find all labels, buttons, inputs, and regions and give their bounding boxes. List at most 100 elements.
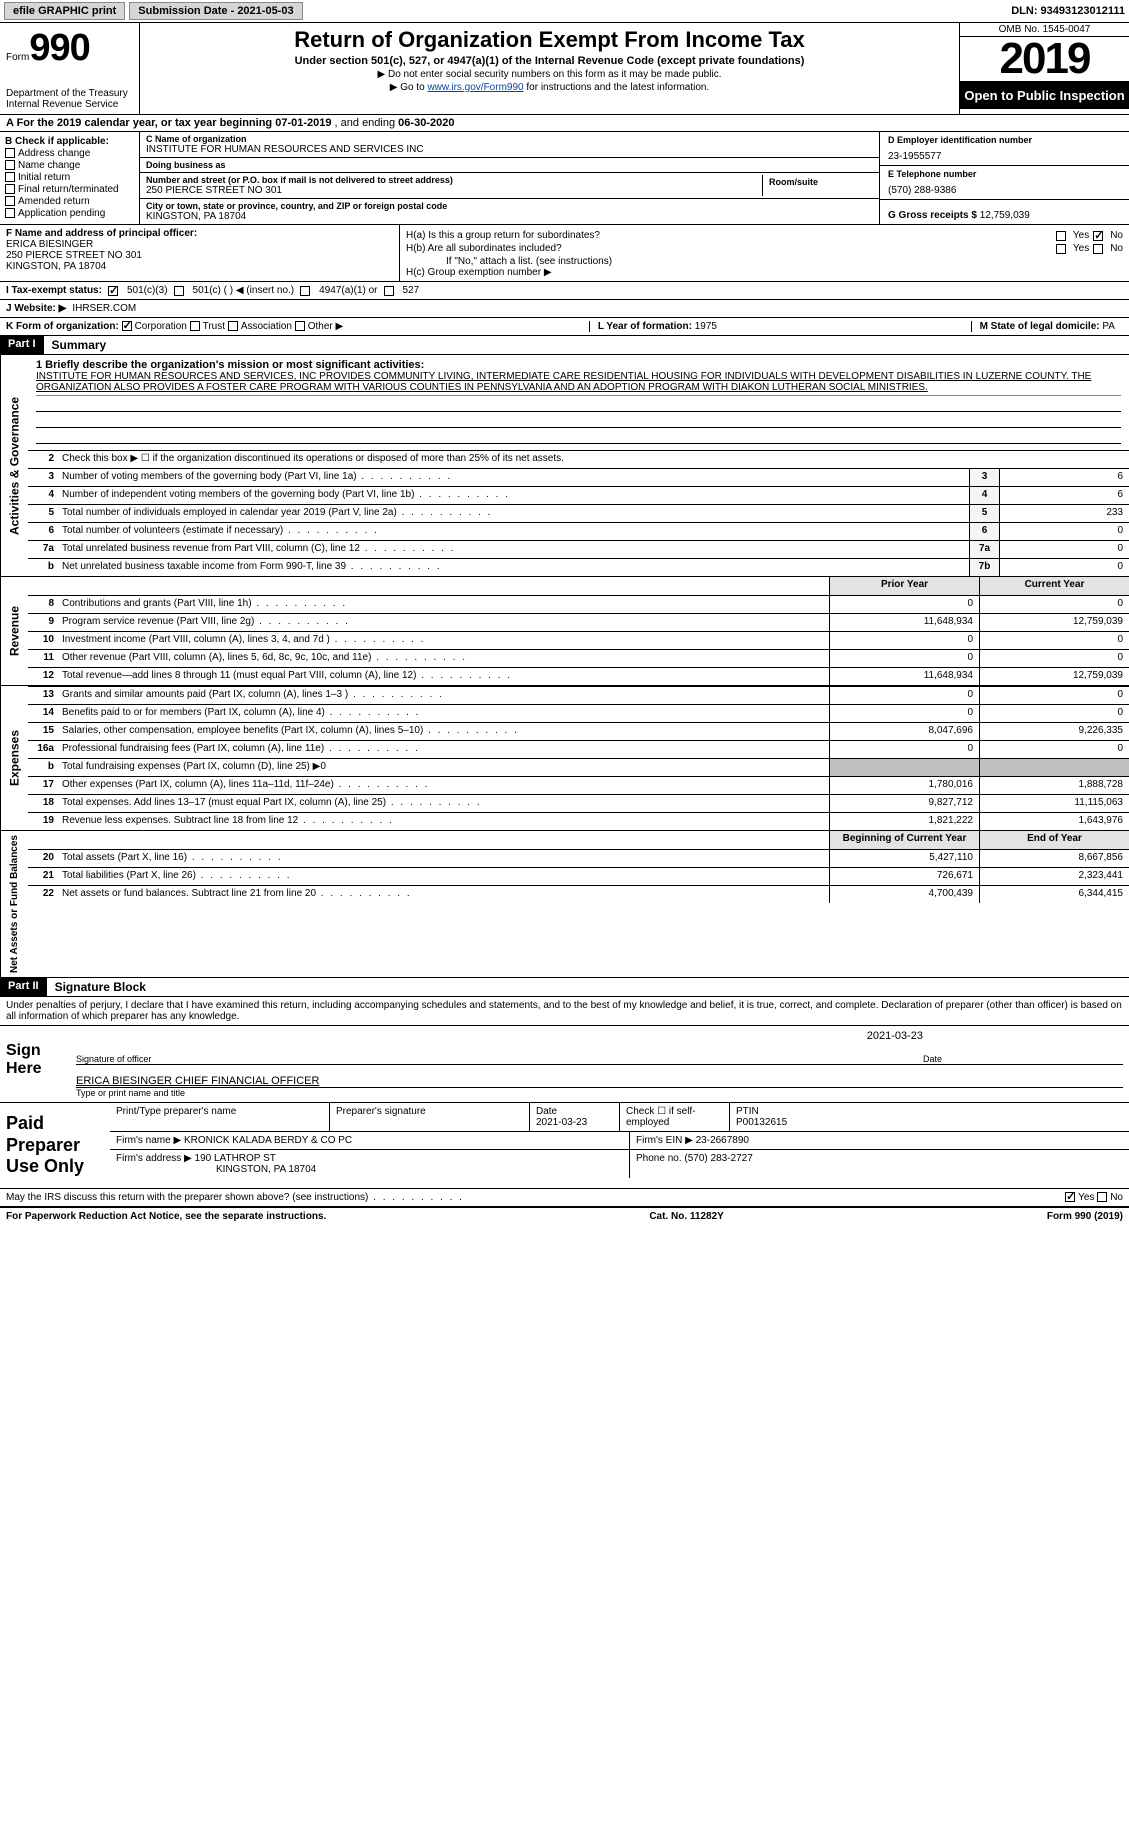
form-label: Form [6,52,29,63]
year-formation: 1975 [695,321,717,332]
prep-date: 2021-03-23 [536,1117,587,1128]
hdr-end: End of Year [979,831,1129,849]
chk-pending[interactable] [5,208,15,218]
chk-501c[interactable] [174,286,184,296]
chk-initial[interactable] [5,172,15,182]
tab-netassets: Net Assets or Fund Balances [0,831,28,977]
discuss-yes[interactable] [1065,1192,1075,1202]
gov-line: 7aTotal unrelated business revenue from … [28,540,1129,558]
chk-trust[interactable] [190,321,200,331]
data-line: 12Total revenue—add lines 8 through 11 (… [28,667,1129,685]
revenue-section: Revenue Prior Year Current Year 8Contrib… [0,577,1129,686]
addr-value: 250 PIERCE STREET NO 301 [146,185,762,196]
ha-no[interactable] [1093,231,1103,241]
domicile: PA [1102,321,1115,332]
discuss-text: May the IRS discuss this return with the… [6,1192,1065,1203]
discuss-no[interactable] [1097,1192,1107,1202]
part2-header: Part II Signature Block [0,978,1129,997]
blank-line [36,414,1121,428]
goto-suffix: for instructions and the latest informat… [524,82,710,93]
officer-label: F Name and address of principal officer: [6,228,197,239]
data-line: 15Salaries, other compensation, employee… [28,722,1129,740]
korg-label: K Form of organization: [6,321,119,332]
firm-addr2: KINGSTON, PA 18704 [116,1164,316,1175]
prep-sig-hdr: Preparer's signature [330,1103,530,1131]
phone-value: (570) 288-9386 [888,185,1121,196]
firm-ein: 23-2667890 [696,1135,749,1146]
chk-527[interactable] [384,286,394,296]
tab-governance: Activities & Governance [0,355,28,576]
discuss-row: May the IRS discuss this return with the… [0,1189,1129,1207]
gov-line: 4Number of independent voting members of… [28,486,1129,504]
period-mid: , and ending [335,117,399,129]
chk-assoc[interactable] [228,321,238,331]
part1-header: Part I Summary [0,336,1129,355]
website-row: J Website: ▶ IHRSER.COM [0,300,1129,318]
paid-preparer: Paid Preparer Use Only Print/Type prepar… [0,1103,1129,1189]
chk-address[interactable] [5,148,15,158]
phone-label: E Telephone number [888,169,1121,179]
data-line: 21Total liabilities (Part X, line 26)726… [28,867,1129,885]
hb-yes[interactable] [1056,244,1066,254]
chk-corp[interactable] [122,321,132,331]
mission-label: 1 Briefly describe the organization's mi… [36,359,424,371]
hb-no-lbl: No [1110,243,1123,254]
opt-address: Address change [18,148,90,159]
ptin: P00132615 [736,1117,787,1128]
gov-line: 6Total number of volunteers (estimate if… [28,522,1129,540]
opt-527: 527 [403,285,420,296]
sig-date: 2021-03-23 [76,1030,1123,1042]
sign-here-label: Sign Here [0,1026,70,1102]
box-b-label: B Check if applicable: [5,136,134,147]
irs-label: Internal Revenue Service [6,99,133,110]
data-line: 17Other expenses (Part IX, column (A), l… [28,776,1129,794]
pra-notice: For Paperwork Reduction Act Notice, see … [6,1211,326,1222]
hdr-prior: Prior Year [829,577,979,595]
ssn-note: ▶ Do not enter social security numbers o… [146,69,953,80]
hb-no[interactable] [1093,244,1103,254]
hb-note: If "No," attach a list. (see instruction… [406,256,1123,267]
period-begin: 07-01-2019 [275,117,331,129]
prep-name-hdr: Print/Type preparer's name [110,1103,330,1131]
org-name-label: C Name of organization [146,134,873,144]
data-line: 11Other revenue (Part VIII, column (A), … [28,649,1129,667]
ein-value: 23-1955577 [888,151,1121,162]
data-line: 19Revenue less expenses. Subtract line 1… [28,812,1129,830]
officer-name: ERICA BIESINGER [6,239,393,250]
blank-line [36,398,1121,412]
col-d: D Employer identification number 23-1955… [879,132,1129,224]
top-bar: efile GRAPHIC print Submission Date - 20… [0,0,1129,23]
submission-btn[interactable]: Submission Date - 2021-05-03 [129,2,302,20]
irs-link[interactable]: www.irs.gov/Form990 [427,82,523,93]
period-end: 06-30-2020 [398,117,454,129]
ha-yes[interactable] [1056,231,1066,241]
firm-name: KRONICK KALADA BERDY & CO PC [184,1135,352,1146]
hb-label: H(b) Are all subordinates included? [406,243,1052,254]
part2-badge: Part II [0,978,47,996]
efile-btn[interactable]: efile GRAPHIC print [4,2,125,20]
part1-badge: Part I [0,336,44,354]
chk-name[interactable] [5,160,15,170]
opt-initial: Initial return [18,172,70,183]
part1-title: Summary [44,336,115,354]
gov-line: 3Number of voting members of the governi… [28,468,1129,486]
sign-here: Sign Here 2021-03-23 Signature of office… [0,1025,1129,1103]
city-value: KINGSTON, PA 18704 [146,211,873,222]
data-line: 18Total expenses. Add lines 13–17 (must … [28,794,1129,812]
year-formation-lbl: L Year of formation: [598,321,692,332]
chk-501c3[interactable] [108,286,118,296]
data-line: 22Net assets or fund balances. Subtract … [28,885,1129,903]
chk-other[interactable] [295,321,305,331]
tab-revenue: Revenue [0,577,28,685]
cat-number: Cat. No. 11282Y [649,1211,723,1222]
chk-amended[interactable] [5,196,15,206]
data-line: 13Grants and similar amounts paid (Part … [28,686,1129,704]
dln: DLN: 93493123012111 [1011,5,1125,17]
opt-other: Other ▶ [308,321,343,332]
room-label: Room/suite [769,177,867,187]
opt-pending: Application pending [18,208,105,219]
chk-4947[interactable] [300,286,310,296]
col-c: C Name of organization INSTITUTE FOR HUM… [140,132,879,224]
chk-final[interactable] [5,184,15,194]
ha-no-lbl: No [1110,230,1123,241]
